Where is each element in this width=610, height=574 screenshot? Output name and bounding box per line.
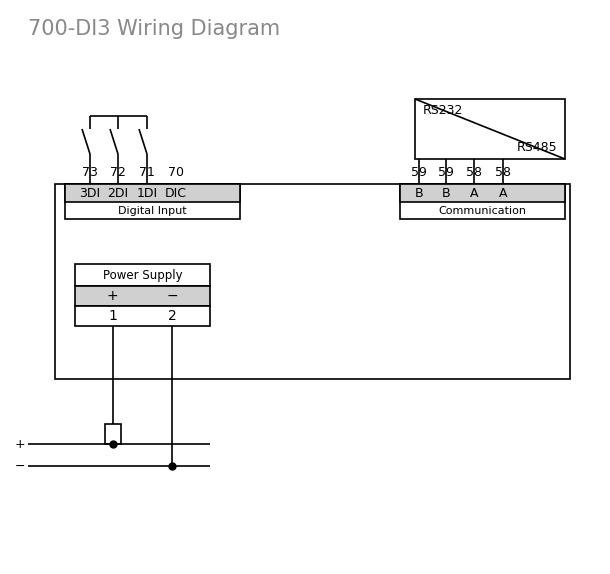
Text: −: − [167, 289, 178, 303]
Text: RS232: RS232 [423, 104, 464, 117]
Text: 58: 58 [466, 166, 482, 179]
Bar [55, 184, 570, 379]
Text: 2: 2 [168, 309, 176, 323]
Text: 72: 72 [110, 166, 126, 179]
Bar [75, 264, 210, 286]
Text: A: A [499, 187, 508, 200]
Text: DIC: DIC [165, 187, 187, 200]
Bar [400, 184, 565, 219]
Text: 70: 70 [168, 166, 184, 179]
Text: 3DI: 3DI [79, 187, 101, 200]
Text: 59: 59 [438, 166, 454, 179]
Bar [105, 424, 121, 444]
Text: Communication: Communication [439, 205, 526, 216]
Text: 73: 73 [82, 166, 98, 179]
Text: +: + [107, 289, 118, 303]
Text: 2DI: 2DI [107, 187, 129, 200]
Bar [400, 184, 565, 202]
Text: 71: 71 [139, 166, 155, 179]
Bar [75, 306, 210, 326]
Text: B: B [415, 187, 423, 200]
Text: 59: 59 [411, 166, 427, 179]
Text: RS485: RS485 [517, 141, 557, 154]
Text: 1DI: 1DI [137, 187, 157, 200]
Bar [65, 184, 240, 202]
Text: A: A [470, 187, 478, 200]
Bar [415, 99, 565, 159]
Text: 58: 58 [495, 166, 511, 179]
Text: 1: 1 [109, 309, 117, 323]
Text: 700-DI3 Wiring Diagram: 700-DI3 Wiring Diagram [28, 19, 280, 39]
Text: Power Supply: Power Supply [102, 269, 182, 281]
Text: −: − [15, 460, 25, 472]
Text: +: + [15, 437, 25, 451]
Bar [65, 184, 240, 219]
Bar [75, 286, 210, 306]
Text: B: B [442, 187, 450, 200]
Text: Digital Input: Digital Input [118, 205, 187, 216]
